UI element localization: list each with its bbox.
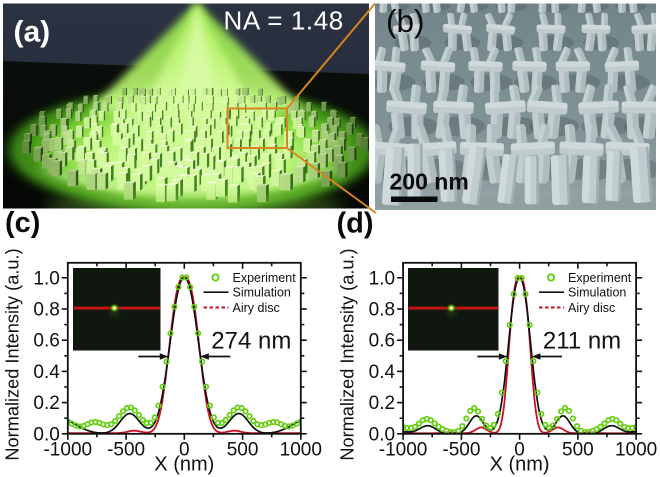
svg-text:211 nm: 211 nm — [543, 328, 621, 355]
svg-text:(c): (c) — [5, 207, 40, 239]
svg-text:Normalized Intensity (a.u.): Normalized Intensity (a.u.) — [338, 248, 358, 460]
svg-text:200 nm: 200 nm — [390, 169, 469, 195]
svg-text:0.2: 0.2 — [33, 393, 59, 414]
svg-text:Experiment: Experiment — [233, 271, 297, 285]
svg-text:Airy disc: Airy disc — [233, 301, 280, 315]
svg-text:X (nm): X (nm) — [490, 454, 550, 476]
svg-text:X (nm): X (nm) — [154, 454, 214, 476]
svg-text:1.0: 1.0 — [369, 268, 395, 289]
svg-text:Experiment: Experiment — [568, 271, 632, 285]
svg-text:1000: 1000 — [280, 440, 322, 461]
svg-text:1.0: 1.0 — [33, 268, 59, 289]
svg-text:-500: -500 — [107, 440, 145, 461]
svg-text:0.6: 0.6 — [369, 331, 395, 352]
svg-text:1000: 1000 — [615, 440, 657, 461]
svg-text:274 nm: 274 nm — [211, 328, 291, 355]
svg-text:0.0: 0.0 — [369, 424, 395, 445]
svg-text:-1000: -1000 — [379, 440, 428, 461]
svg-text:Simulation: Simulation — [233, 286, 291, 300]
svg-text:0.4: 0.4 — [369, 362, 396, 383]
svg-text:0.6: 0.6 — [33, 331, 59, 352]
svg-text:NA = 1.48: NA = 1.48 — [224, 6, 344, 36]
svg-text:(b): (b) — [386, 3, 425, 39]
svg-text:0.8: 0.8 — [33, 300, 59, 321]
svg-text:Normalized Intensity (a.u.): Normalized Intensity (a.u.) — [2, 248, 22, 460]
svg-text:0: 0 — [514, 440, 525, 461]
svg-text:0.2: 0.2 — [369, 393, 395, 414]
svg-text:Airy disc: Airy disc — [568, 301, 615, 315]
svg-text:(a): (a) — [14, 16, 51, 49]
svg-text:500: 500 — [227, 440, 259, 461]
svg-text:0.0: 0.0 — [33, 424, 59, 445]
svg-text:-1000: -1000 — [43, 440, 92, 461]
svg-text:Simulation: Simulation — [568, 286, 626, 300]
svg-text:-500: -500 — [442, 440, 480, 461]
svg-text:500: 500 — [562, 440, 594, 461]
svg-text:(d): (d) — [337, 208, 374, 240]
svg-text:0.8: 0.8 — [369, 300, 395, 321]
svg-text:0.4: 0.4 — [33, 362, 60, 383]
svg-text:0: 0 — [179, 440, 190, 461]
